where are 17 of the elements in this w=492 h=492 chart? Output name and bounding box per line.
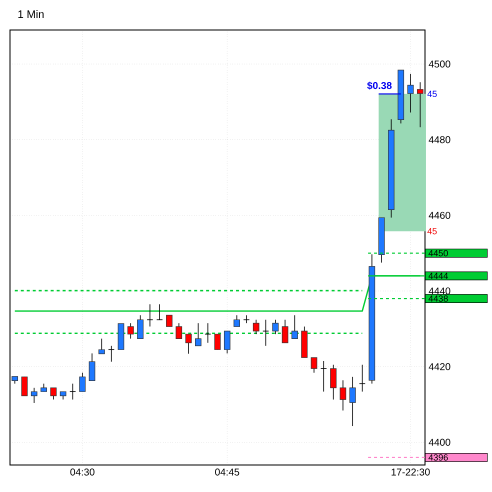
y-tick-label: 4480 — [428, 136, 450, 144]
text: 45 — [427, 228, 437, 234]
ref-line-label: 4396 — [428, 454, 448, 461]
text: 45 — [427, 90, 437, 98]
y-tick-label: 4460 — [428, 212, 450, 219]
x-tick-label: 04:45 — [215, 468, 240, 476]
y-tick-label: 4500 — [428, 60, 450, 68]
chart-title: 1 Min — [18, 10, 44, 18]
ref-line-label: 4450 — [428, 250, 448, 256]
y-tick-label: 4420 — [428, 363, 450, 370]
x-tick-label: 17-22:30 — [392, 468, 430, 476]
annotation: $0.38 — [367, 82, 392, 90]
ref-line-label: 4444 — [428, 272, 448, 279]
ref-line-label: 4438 — [428, 295, 448, 302]
y-tick-label: 4400 — [428, 438, 450, 446]
x-tick-label: 04:30 — [70, 468, 94, 476]
y-tick-label: 4440 — [428, 287, 450, 295]
